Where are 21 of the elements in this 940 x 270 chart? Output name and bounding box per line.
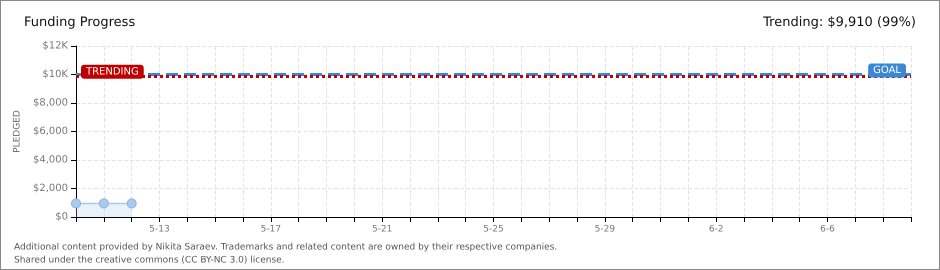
x-tick-label: 5-13	[149, 224, 170, 234]
chart-title: Funding Progress	[24, 15, 136, 30]
x-tick-label: 5-21	[372, 224, 392, 234]
x-tick-label: 6-2	[708, 224, 724, 234]
ref-line-label: GOAL	[873, 65, 902, 76]
y-tick-label: $0	[55, 212, 68, 222]
ref-line-label: TRENDING	[85, 66, 139, 78]
y-tick-label: $12K	[42, 40, 68, 52]
text: Additional content provided by Nikita Saraev. Trademarks and related content are owned by their respective companies.	[14, 242, 558, 252]
y-tick-label: $4,000	[33, 154, 68, 166]
y-tick-label: $8,000	[33, 98, 68, 108]
x-tick-label: 5-17	[260, 224, 282, 234]
text: Shared under the creative commons (CC BY-NC 3.0) license.	[14, 256, 285, 266]
x-tick-label: 5-25	[483, 224, 504, 234]
y-tick-label: $2,000	[33, 183, 68, 194]
y-tick-label: $10K	[42, 69, 68, 80]
x-tick-label: 6-6	[820, 224, 836, 234]
chart-subtitle: Trending: $9,910 (99%)	[762, 15, 916, 30]
y-tick-label: $6,000	[33, 126, 68, 137]
x-tick-label: 5-29	[594, 224, 616, 234]
y-axis-title: PLEDGED	[12, 110, 23, 153]
